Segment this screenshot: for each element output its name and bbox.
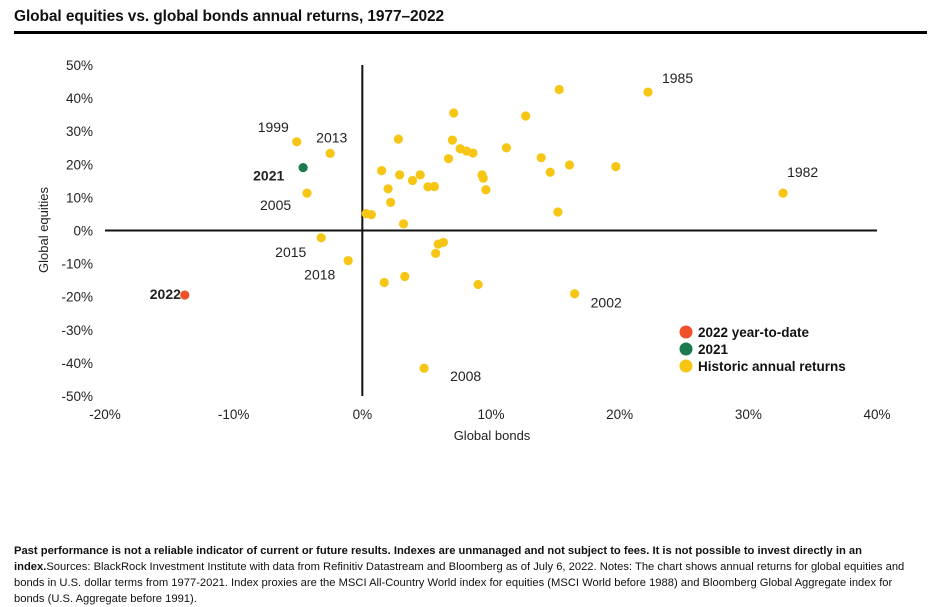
x-tick-label: 0% (353, 407, 373, 422)
point-label-2022: 2022 (150, 286, 181, 302)
footnote-disclaimer: Past performance is not a reliable indic… (14, 545, 862, 573)
data-point-1982 (778, 188, 788, 198)
y-tick-label: -20% (61, 290, 93, 305)
data-point-1999 (292, 137, 302, 147)
tick-labels: -50% -40% -30% -20% -10% 0% 10% 20% 30% 40% 50% -20… (61, 58, 890, 422)
footnote: Past performance is not a reliable indic… (14, 543, 924, 607)
footnote-sources: Sources: BlackRock Investment Institute … (14, 561, 905, 605)
point-label-1985: 1985 (662, 70, 693, 86)
data-point (473, 279, 483, 290)
point-label-2013: 2013 (316, 129, 347, 145)
point-label-1982: 1982 (787, 164, 818, 180)
point-label-2021: 2021 (253, 168, 284, 184)
data-point (438, 237, 448, 248)
data-point (393, 134, 403, 144)
point-label-1999: 1999 (258, 119, 289, 135)
data-point (429, 181, 439, 192)
data-point (443, 154, 454, 164)
data-point (564, 160, 575, 170)
x-tick-label: 30% (735, 407, 762, 422)
legend-label: Historic annual returns (698, 359, 846, 374)
y-tick-label: -50% (61, 389, 93, 404)
axes (105, 65, 877, 396)
legend-marker (679, 325, 693, 339)
y-tick-label: 40% (66, 91, 93, 106)
data-point (431, 248, 441, 258)
legend-marker (679, 359, 693, 373)
data-point (379, 277, 389, 288)
data-point (447, 135, 457, 145)
x-tick-label: 20% (606, 407, 633, 422)
y-axis-label: Global equities (36, 187, 51, 273)
data-point (398, 219, 409, 229)
data-point (449, 108, 459, 118)
x-tick-label: -10% (218, 407, 250, 422)
data-point (481, 185, 491, 195)
y-tick-label: 50% (66, 58, 93, 73)
point-label-2002: 2002 (591, 295, 622, 311)
scatter-chart: -50% -40% -30% -20% -10% 0% 10% 20% 30% 40% 50% -20… (36, 58, 891, 443)
data-point (366, 210, 376, 220)
y-tick-label: 0% (73, 224, 93, 239)
y-tick-label: -30% (61, 323, 93, 338)
data-point-1985 (643, 87, 653, 97)
x-tick-label: 40% (863, 407, 890, 422)
data-point-2018 (343, 256, 353, 266)
x-axis-label: Global bonds (454, 428, 531, 443)
point-label-2018: 2018 (304, 267, 335, 283)
data-points (180, 84, 788, 373)
y-tick-label: 30% (66, 124, 93, 139)
data-point (386, 197, 396, 207)
legend-label: 2022 year-to-date (698, 325, 810, 340)
point-label-2005: 2005 (260, 197, 291, 213)
data-point (383, 184, 393, 194)
data-point-2022 (180, 290, 190, 300)
data-point-2008 (419, 363, 429, 373)
data-point (553, 207, 563, 217)
data-point-2005 (302, 188, 312, 198)
data-point-2013 (325, 148, 335, 158)
data-point-2021 (298, 163, 308, 173)
y-tick-label: -10% (61, 257, 93, 272)
point-label-2015: 2015 (275, 244, 306, 260)
data-point (545, 167, 555, 177)
legend-label: 2021 (698, 342, 729, 357)
legend-marker (679, 342, 693, 356)
data-point (536, 153, 546, 163)
data-point-2015 (316, 233, 326, 243)
page-title: Global equities vs. global bonds annual … (14, 8, 445, 25)
y-tick-label: -40% (61, 356, 93, 371)
data-point (400, 271, 410, 282)
data-point (554, 84, 564, 95)
data-point (611, 162, 621, 172)
y-tick-label: 20% (66, 157, 93, 172)
legend: 2022 year-to-date 2021 Historic annual ret… (679, 325, 846, 374)
data-point (407, 175, 418, 186)
data-point (478, 173, 488, 183)
data-point (468, 148, 478, 158)
point-labels: 1985 1982 1999 2013 2005 2015 2018 2002 2008 2021… (150, 70, 819, 384)
x-tick-label: -20% (89, 407, 121, 422)
data-point (521, 111, 531, 121)
data-point (395, 170, 405, 180)
x-tick-label: 10% (477, 407, 504, 422)
y-tick-label: 10% (66, 190, 93, 205)
title-rule (14, 31, 927, 34)
data-point (377, 165, 387, 176)
data-point (415, 170, 425, 180)
point-label-2008: 2008 (450, 368, 481, 384)
data-point-2002 (570, 289, 580, 299)
data-point (501, 143, 512, 153)
